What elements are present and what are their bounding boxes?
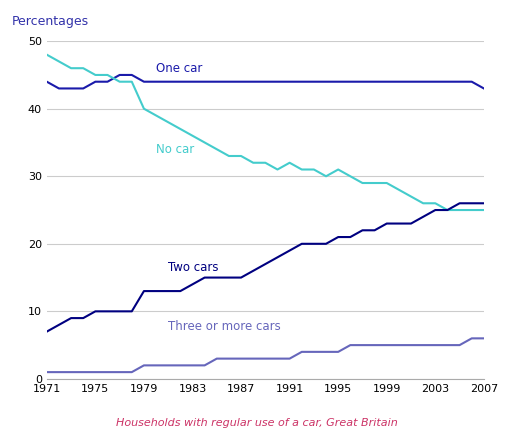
Text: No car: No car (156, 143, 194, 156)
Text: Percentages: Percentages (12, 15, 89, 28)
Text: Three or more cars: Three or more cars (168, 320, 281, 333)
Text: Households with regular use of a car, Great Britain: Households with regular use of a car, Gr… (115, 418, 398, 428)
Text: Two cars: Two cars (168, 261, 219, 274)
Text: One car: One car (156, 62, 203, 74)
